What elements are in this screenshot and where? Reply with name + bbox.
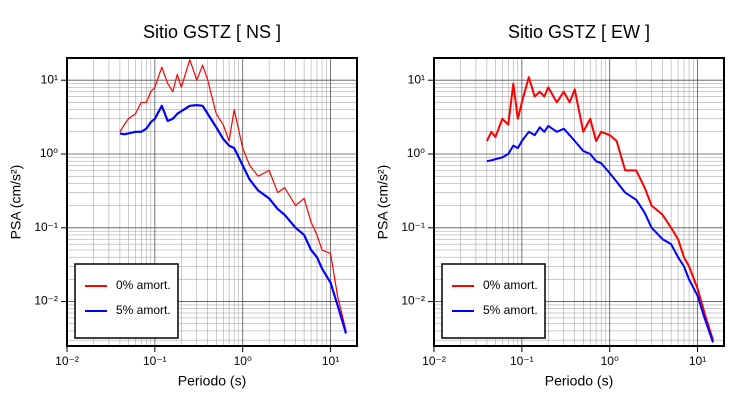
legend-label: 5% amort.: [116, 303, 171, 317]
series-line: [485, 76, 714, 341]
plot-frame: [66, 57, 358, 347]
y-tick-label: 10⁻¹: [401, 220, 425, 234]
legend: 0% amort. 5% amort.: [74, 263, 179, 339]
series-line: [119, 59, 347, 332]
x-axis-label: Periodo (s): [545, 373, 613, 389]
series-line: [486, 124, 714, 343]
x-tick-label: 10⁰: [234, 354, 252, 368]
x-tick-label: 10⁻¹: [143, 354, 167, 368]
y-tick-label: 10⁻²: [401, 294, 425, 308]
x-tick-label: 10⁻²: [422, 354, 446, 368]
legend-label: 0% amort.: [116, 278, 171, 292]
legend-box: [441, 263, 546, 339]
y-tick-label: 10⁰: [407, 146, 425, 160]
legend: 0% amort. 5% amort.: [441, 263, 546, 339]
y-tick-label: 10⁰: [40, 146, 58, 160]
plot-frame: [433, 57, 725, 347]
x-tick-label: 10⁰: [601, 354, 619, 368]
legend-label: 0% amort.: [483, 278, 538, 292]
x-tick-label: 10⁻²: [55, 354, 79, 368]
y-tick-label: 10⁻¹: [34, 220, 58, 234]
y-axis-label: PSA (cm/s²): [8, 165, 24, 240]
y-tick-label: 10¹: [41, 72, 58, 86]
y-tick-label: 10¹: [408, 72, 425, 86]
x-tick-label: 10¹: [322, 354, 339, 368]
series-line: [119, 104, 348, 334]
x-tick-label: 10⁻¹: [510, 354, 534, 368]
x-axis-label: Periodo (s): [178, 373, 246, 389]
legend-label: 5% amort.: [483, 303, 538, 317]
data-layer: [485, 76, 714, 343]
y-tick-label: 10⁻²: [34, 294, 58, 308]
chart-title: Sitio GSTZ [ EW ]: [508, 22, 650, 42]
chart-title: Sitio GSTZ [ NS ]: [143, 22, 281, 42]
chart-panel: 10⁻² 10⁻¹ 10⁰ 10¹ 10⁻² 10⁻¹ 10⁰ 10¹ Sitio GSTZ […: [8, 22, 358, 389]
legend-box: [74, 263, 179, 339]
x-tick-label: 10¹: [689, 354, 706, 368]
y-axis-label: PSA (cm/s²): [375, 165, 391, 240]
data-layer: [119, 59, 348, 334]
chart-panel: 10⁻² 10⁻¹ 10⁰ 10¹ 10⁻² 10⁻¹ 10⁰ 10¹ Sitio GSTZ […: [375, 22, 725, 389]
